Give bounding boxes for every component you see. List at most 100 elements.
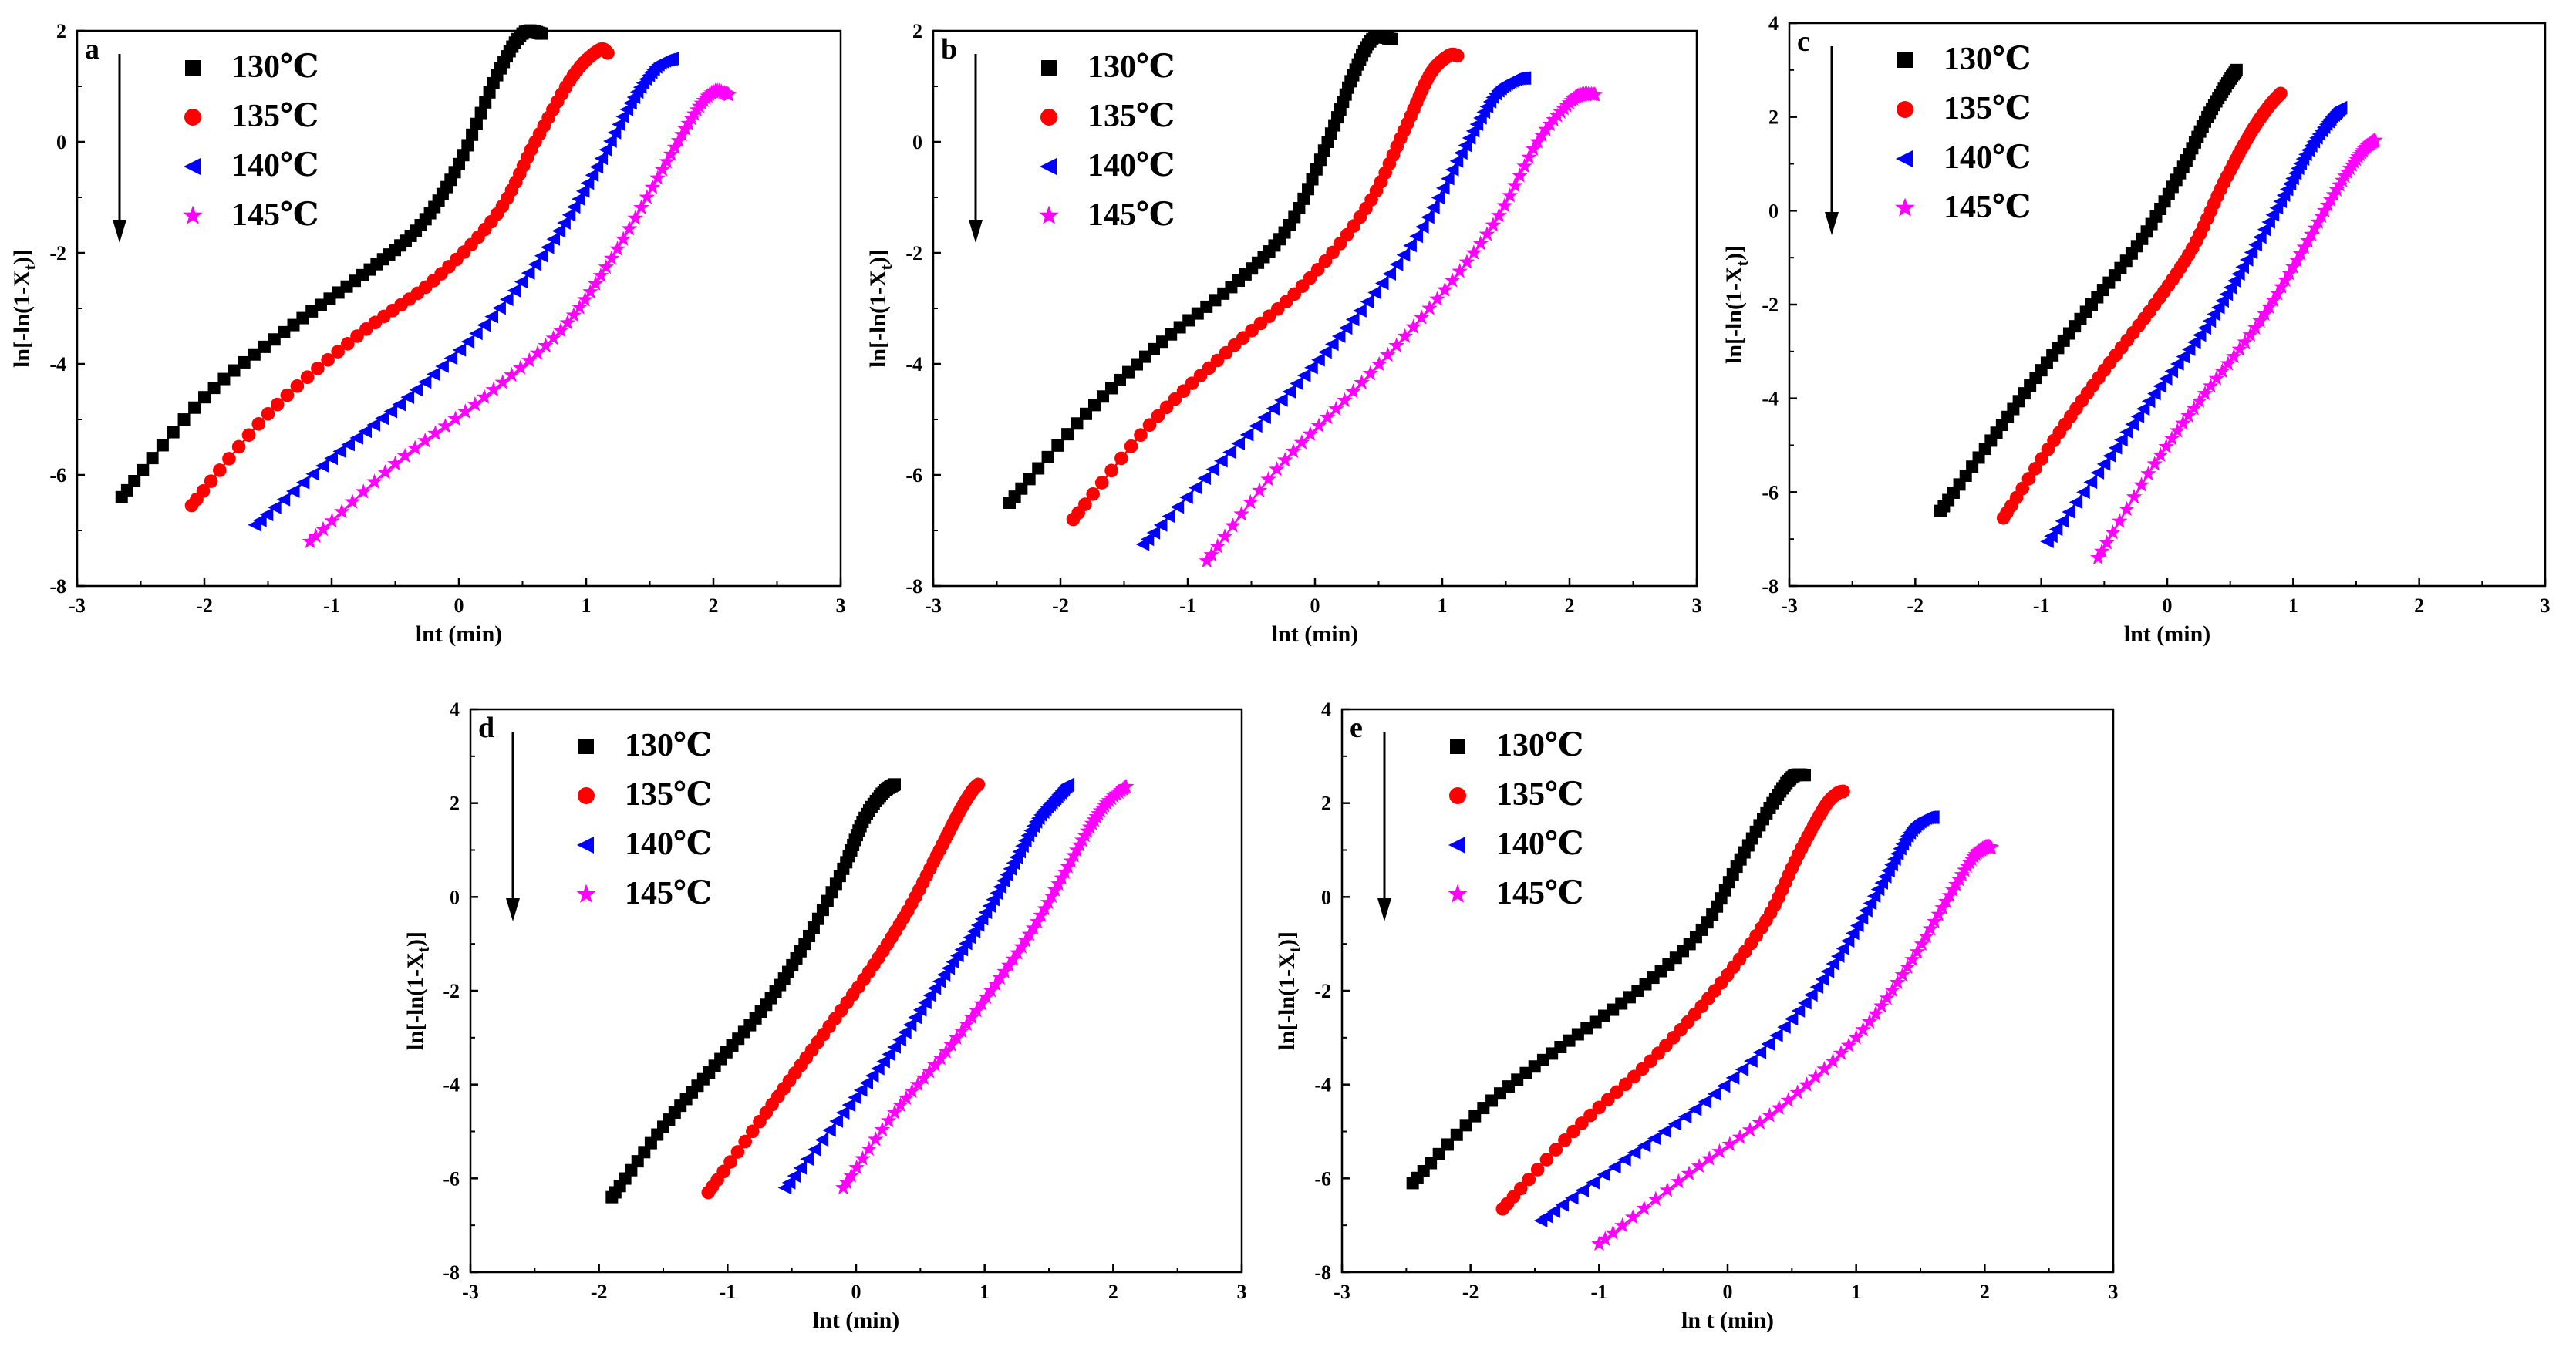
data-point	[2164, 364, 2179, 379]
data-point	[566, 200, 581, 214]
trend-arrow-head	[969, 220, 983, 243]
data-point	[609, 241, 625, 256]
data-point	[971, 777, 986, 792]
data-point	[814, 1133, 829, 1147]
data-point	[716, 1164, 730, 1179]
data-point	[2175, 415, 2191, 430]
x-tick-label: -3	[1781, 594, 1798, 617]
data-point	[918, 995, 932, 1010]
y-tick-label: 4	[1768, 12, 1779, 35]
data-point	[290, 379, 305, 393]
x-tick-label: 3	[1237, 1281, 1247, 1303]
y-tick-label: -4	[905, 353, 922, 375]
data-point	[959, 1015, 975, 1032]
data-point	[1863, 896, 1877, 911]
trend-arrow-head	[506, 898, 520, 921]
x-tick-label: -1	[323, 594, 340, 617]
data-point	[2186, 400, 2202, 416]
data-point	[1558, 1133, 1572, 1147]
data-point	[1614, 1217, 1630, 1233]
data-point	[1657, 1124, 1671, 1139]
legend-label: 145℃	[625, 876, 712, 911]
panel-e: -3 -2 -1 0 1 2 3 -8 -6 -4 -2 0 2 4 ln t (min) ln[-ln(1-…	[1274, 699, 2119, 1333]
data-point	[1798, 995, 1812, 1010]
legend-label: 130℃	[1496, 728, 1583, 763]
data-point	[1140, 532, 1155, 547]
data-point	[2180, 407, 2197, 423]
data-point	[603, 134, 617, 148]
data-point	[1890, 974, 1906, 990]
data-point	[859, 1076, 873, 1090]
data-point	[1647, 1190, 1664, 1207]
y-tick-label: -2	[443, 980, 460, 1002]
data-point	[1421, 300, 1438, 315]
data-point	[1205, 463, 1219, 476]
data-point	[932, 975, 946, 988]
data-point	[466, 128, 479, 141]
data-point	[2210, 301, 2225, 315]
legend-marker	[1895, 197, 1915, 217]
y-axis-label-end: )]	[865, 249, 891, 264]
data-point	[540, 241, 555, 254]
x-tick-label: -3	[462, 1281, 479, 1303]
data-point	[1380, 346, 1396, 362]
data-point	[1269, 461, 1285, 476]
data-point	[822, 1123, 836, 1137]
data-point	[2021, 472, 2036, 486]
data-point	[649, 170, 666, 185]
data-point	[1465, 244, 1482, 260]
data-point	[888, 778, 901, 791]
data-point	[324, 512, 340, 528]
data-point	[1153, 518, 1168, 532]
series-line	[1598, 846, 1991, 1245]
data-point	[1627, 1146, 1641, 1160]
data-point	[1677, 1110, 1692, 1124]
data-point	[253, 514, 267, 527]
data-point	[146, 452, 159, 465]
y-tick-label: 0	[912, 131, 922, 153]
data-point	[1203, 546, 1220, 562]
data-point	[1731, 1129, 1748, 1144]
data-point	[295, 476, 310, 490]
legend-marker	[1897, 101, 1913, 118]
data-point	[1671, 1173, 1687, 1189]
data-point	[2096, 457, 2111, 471]
data-point	[535, 27, 548, 40]
data-point	[1396, 247, 1411, 262]
x-tick-label: 2	[2414, 594, 2424, 617]
data-point	[427, 367, 440, 382]
data-point	[572, 299, 588, 315]
data-point	[1458, 138, 1472, 153]
data-point	[1836, 941, 1849, 956]
data-point	[598, 258, 615, 274]
data-point	[443, 351, 458, 365]
data-point	[1302, 426, 1319, 441]
data-point	[1507, 177, 1523, 193]
data-point	[1297, 192, 1310, 205]
trend-arrow-head	[113, 220, 126, 243]
data-point	[1209, 538, 1226, 554]
data-point	[1849, 918, 1864, 933]
data-point	[1900, 958, 1916, 975]
x-tick-label: 0	[1723, 1281, 1733, 1303]
legend-label: 130℃	[1944, 42, 2031, 77]
data-point	[2176, 349, 2190, 364]
data-point	[1306, 173, 1319, 186]
data-point	[1060, 777, 1074, 792]
legend-marker	[578, 739, 594, 754]
data-point	[2069, 495, 2083, 510]
data-point	[835, 1106, 850, 1120]
data-point	[1909, 943, 1926, 959]
data-point	[1249, 419, 1263, 433]
data-point	[1458, 254, 1475, 269]
data-point	[1804, 988, 1818, 1002]
data-point	[1761, 1037, 1775, 1051]
y-tick-label: 4	[1321, 699, 1331, 721]
data-point	[1830, 949, 1845, 963]
data-point	[654, 161, 671, 177]
data-point	[177, 413, 191, 426]
data-point	[1338, 321, 1353, 335]
y-axis-label-subscript: t	[413, 946, 433, 952]
data-point	[1441, 1138, 1454, 1151]
data-point	[248, 348, 261, 361]
